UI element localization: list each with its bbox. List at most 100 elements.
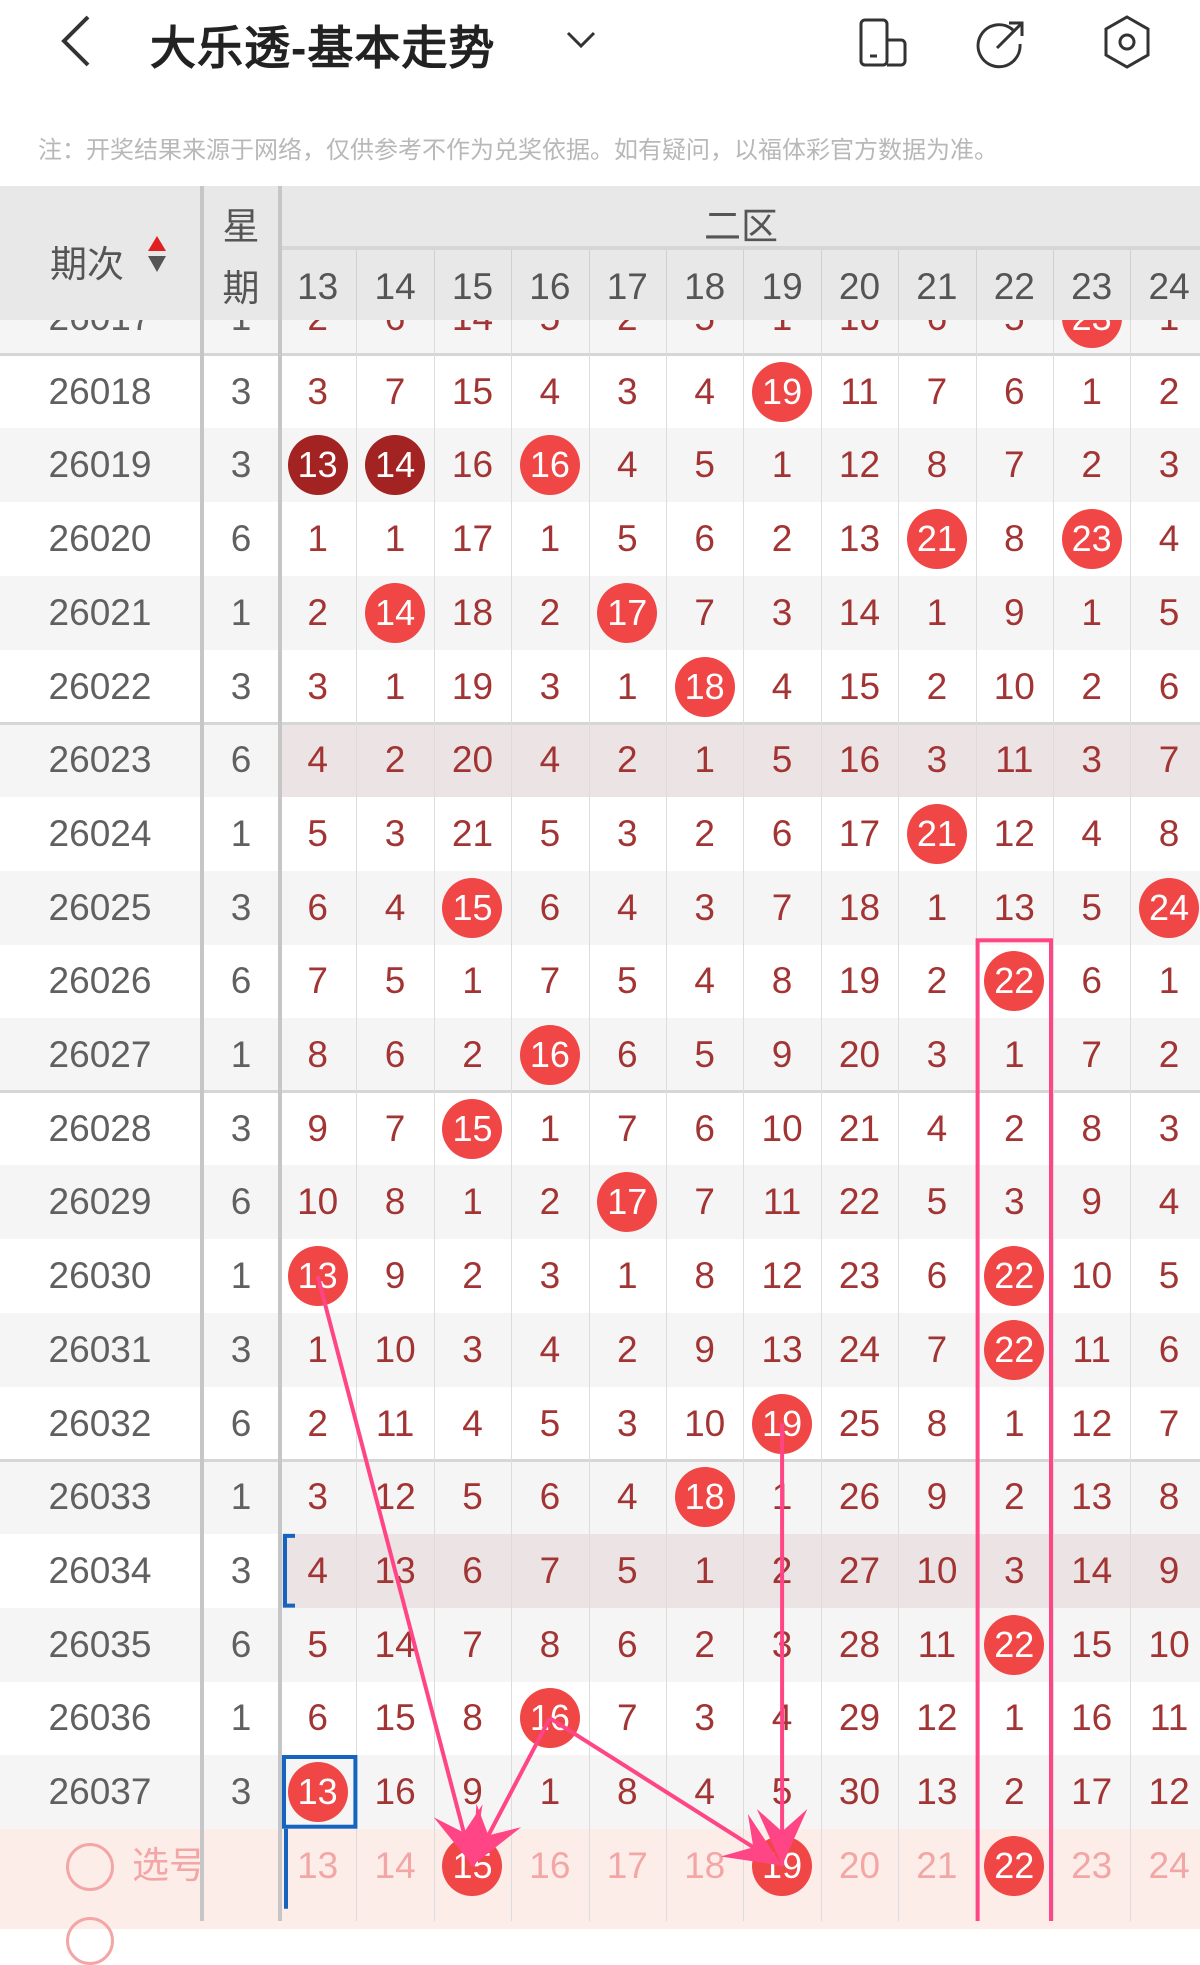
number-cell[interactable]: 19 — [451, 665, 494, 707]
number-cell[interactable]: 1 — [384, 518, 406, 560]
number-cell[interactable]: 13 — [279, 1239, 356, 1313]
number-cell[interactable]: 4 — [771, 665, 793, 707]
number-cell[interactable]: 22 — [976, 1313, 1053, 1387]
number-cell[interactable]: 22 — [976, 1239, 1053, 1313]
number-cell[interactable]: 5 — [617, 518, 638, 560]
number-cell[interactable]: 21 — [451, 812, 494, 854]
sort-icon[interactable] — [146, 234, 168, 274]
number-cell[interactable]: 8 — [539, 1623, 561, 1665]
number-cell[interactable]: 12 — [916, 1697, 958, 1739]
period-header[interactable]: 期次 — [0, 186, 200, 320]
number-cell[interactable]: 1 — [1004, 1034, 1025, 1075]
select-number-19[interactable]: 19 — [743, 1829, 820, 1903]
number-cell[interactable]: 8 — [1158, 812, 1180, 854]
number-cell[interactable]: 17 — [838, 812, 881, 854]
number-cell[interactable]: 10 — [1148, 1623, 1190, 1665]
number-cell[interactable]: 2 — [771, 1549, 793, 1591]
number-cell[interactable]: 5 — [771, 1771, 793, 1812]
number-cell[interactable]: 1 — [1004, 1402, 1025, 1444]
number-cell[interactable]: 13 — [374, 1549, 416, 1591]
number-cell[interactable]: 24 — [838, 1328, 881, 1370]
number-cell[interactable]: 3 — [1004, 1181, 1025, 1223]
number-cell[interactable]: 2 — [926, 960, 948, 1002]
number-cell[interactable]: 15 — [434, 1092, 511, 1166]
number-cell[interactable]: 12 — [993, 812, 1035, 854]
number-cell[interactable]: 21 — [898, 502, 975, 576]
chevron-down-icon[interactable] — [565, 30, 597, 50]
number-cell[interactable]: 2 — [1158, 370, 1180, 412]
number-cell[interactable]: 3 — [617, 812, 638, 854]
number-cell[interactable]: 5 — [539, 812, 561, 854]
number-cell[interactable]: 6 — [617, 1623, 638, 1665]
number-cell[interactable]: 8 — [384, 1181, 406, 1223]
number-cell[interactable]: 7 — [617, 1107, 638, 1149]
number-cell[interactable]: 1 — [1158, 960, 1180, 1002]
number-cell[interactable]: 8 — [1004, 518, 1025, 560]
number-cell[interactable]: 5 — [307, 812, 328, 854]
number-cell[interactable]: 7 — [617, 1697, 638, 1739]
number-cell[interactable]: 4 — [1158, 518, 1180, 560]
number-cell[interactable]: 6 — [617, 1034, 638, 1075]
number-cell[interactable]: 20 — [838, 1034, 881, 1075]
number-cell[interactable]: 3 — [926, 1034, 948, 1075]
number-cell[interactable]: 1 — [1081, 370, 1102, 412]
number-cell[interactable]: 4 — [539, 1328, 561, 1370]
number-cell[interactable]: 1 — [307, 1328, 328, 1370]
number-cell[interactable]: 3 — [307, 370, 328, 412]
select-number-24[interactable]: 24 — [1148, 1844, 1190, 1886]
number-cell[interactable]: 18 — [666, 1460, 743, 1534]
number-cell[interactable]: 30 — [838, 1771, 881, 1812]
number-cell[interactable]: 8 — [307, 1034, 328, 1075]
number-cell[interactable]: 1 — [539, 518, 561, 560]
number-cell[interactable]: 6 — [539, 1476, 561, 1518]
number-cell[interactable]: 23 — [838, 1255, 881, 1297]
number-cell[interactable]: 2 — [771, 518, 793, 560]
number-cell[interactable]: 19 — [743, 355, 820, 429]
select-radio-icon[interactable] — [66, 1916, 114, 1965]
number-cell[interactable]: 10 — [374, 1328, 416, 1370]
number-cell[interactable]: 15 — [374, 1697, 416, 1739]
select-number-21[interactable]: 21 — [916, 1844, 958, 1886]
number-cell[interactable]: 4 — [1158, 1181, 1180, 1223]
number-cell[interactable]: 17 — [589, 576, 666, 650]
number-cell[interactable]: 2 — [462, 1255, 483, 1297]
number-cell[interactable]: 8 — [694, 1255, 715, 1297]
number-cell[interactable]: 5 — [1158, 591, 1180, 633]
number-cell[interactable]: 5 — [617, 960, 638, 1002]
number-cell[interactable]: 9 — [1158, 1549, 1180, 1591]
number-cell[interactable]: 2 — [617, 739, 638, 781]
number-cell[interactable]: 1 — [926, 591, 948, 633]
number-cell[interactable]: 10 — [993, 665, 1035, 707]
number-cell[interactable]: 13 — [916, 1771, 958, 1812]
select-number-23[interactable]: 23 — [1071, 1844, 1113, 1886]
number-cell[interactable]: 9 — [1004, 591, 1025, 633]
number-cell[interactable]: 3 — [694, 1697, 715, 1739]
number-cell[interactable]: 1 — [1081, 591, 1102, 633]
number-cell[interactable]: 4 — [617, 886, 638, 928]
number-cell[interactable]: 3 — [617, 370, 638, 412]
number-cell[interactable]: 5 — [694, 444, 715, 486]
number-cell[interactable]: 10 — [916, 1549, 958, 1591]
number-cell[interactable]: 7 — [462, 1623, 483, 1665]
number-cell[interactable]: 12 — [1071, 1402, 1113, 1444]
number-cell[interactable]: 15 — [1071, 1623, 1113, 1665]
number-cell[interactable]: 16 — [1071, 1697, 1113, 1739]
number-cell[interactable]: 8 — [462, 1697, 483, 1739]
number-cell[interactable]: 7 — [926, 370, 948, 412]
number-cell[interactable]: 1 — [617, 1255, 638, 1297]
number-cell[interactable]: 4 — [694, 960, 715, 1002]
number-cell[interactable]: 4 — [384, 886, 406, 928]
number-cell[interactable]: 1 — [539, 1771, 561, 1812]
number-cell[interactable]: 4 — [771, 1697, 793, 1739]
number-cell[interactable]: 2 — [1004, 1771, 1025, 1812]
number-cell[interactable]: 18 — [666, 650, 743, 724]
number-cell[interactable]: 2 — [307, 1402, 328, 1444]
number-cell[interactable]: 13 — [279, 428, 356, 502]
number-cell[interactable]: 14 — [1071, 1549, 1113, 1591]
number-cell[interactable]: 2 — [617, 1328, 638, 1370]
number-cell[interactable]: 1 — [771, 444, 793, 486]
number-cell[interactable]: 11 — [840, 370, 879, 412]
number-cell[interactable]: 6 — [926, 1255, 948, 1297]
number-cell[interactable]: 29 — [838, 1697, 881, 1739]
number-cell[interactable]: 13 — [279, 1755, 356, 1829]
